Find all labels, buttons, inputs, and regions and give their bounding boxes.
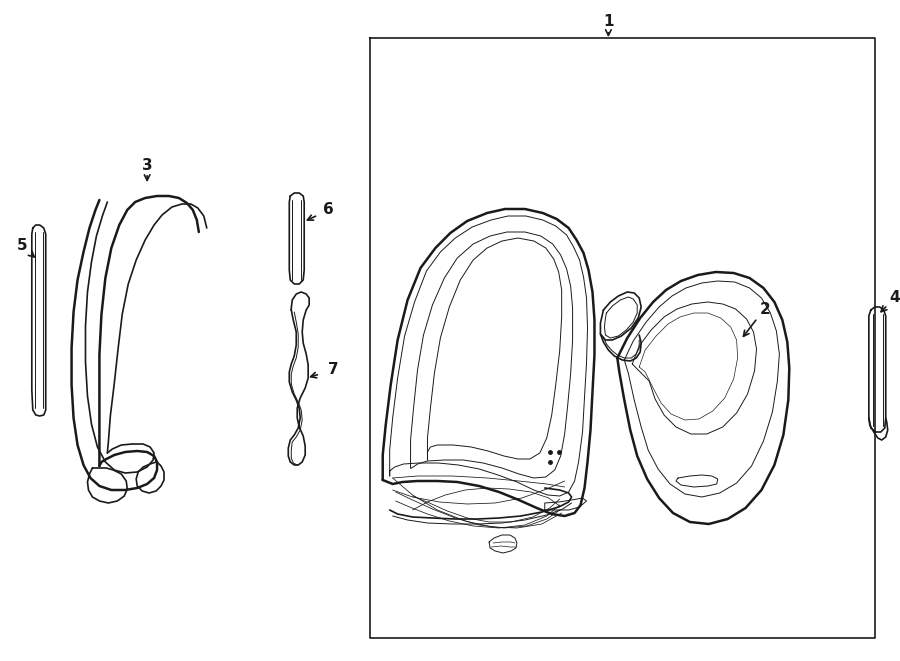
Text: 5: 5 bbox=[16, 237, 27, 253]
Text: 4: 4 bbox=[889, 290, 900, 305]
Text: 2: 2 bbox=[760, 303, 770, 317]
Text: 3: 3 bbox=[142, 157, 152, 173]
Text: 6: 6 bbox=[323, 202, 333, 217]
Text: 1: 1 bbox=[603, 15, 614, 30]
Text: 7: 7 bbox=[328, 362, 338, 377]
